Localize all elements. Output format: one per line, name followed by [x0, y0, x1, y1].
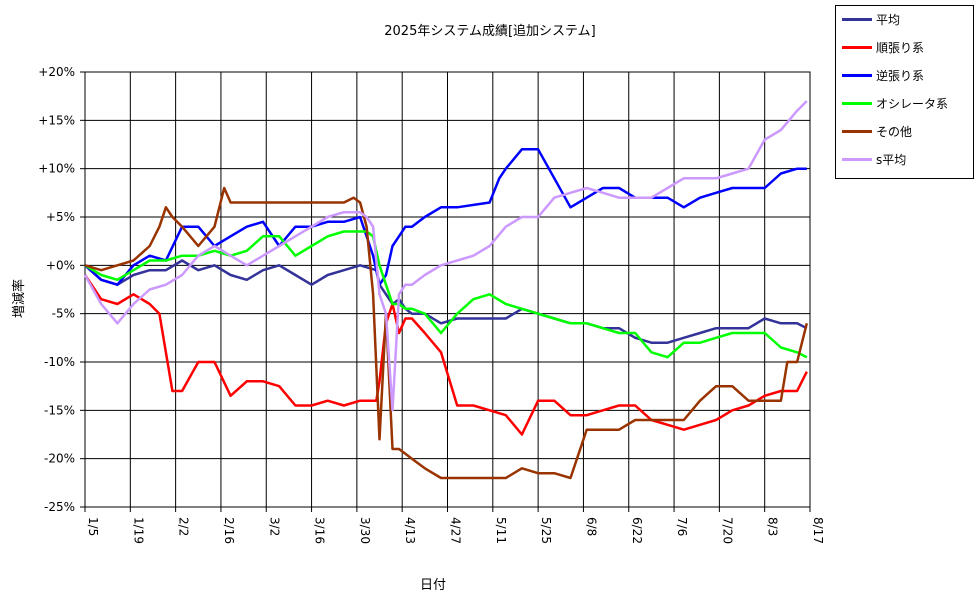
series-line — [84, 148, 807, 286]
y-tick-label: +15% — [38, 113, 75, 127]
legend-swatch — [842, 73, 872, 77]
legend-label: 平均 — [876, 12, 901, 27]
y-tick-label: -10% — [44, 355, 75, 369]
x-tick-label: 2/2 — [177, 517, 191, 536]
y-tick-label: -15% — [44, 403, 75, 417]
x-tick-label: 3/30 — [358, 517, 372, 544]
y-tick-label: -20% — [44, 452, 75, 466]
x-tick-label: 5/25 — [539, 517, 553, 544]
y-tick-label: +20% — [38, 65, 75, 79]
legend-label: オシレータ系 — [876, 96, 949, 111]
legend-label: s平均 — [876, 152, 907, 167]
x-tick-label: 8/3 — [766, 517, 780, 536]
x-axis-label: 日付 — [420, 578, 447, 593]
x-tick-label: 1/19 — [131, 517, 145, 544]
x-tick-label: 7/20 — [720, 517, 734, 544]
y-tick-label: +5% — [46, 210, 75, 224]
series-line — [83, 100, 808, 412]
series-line — [84, 259, 808, 344]
legend-swatch — [842, 157, 872, 161]
legend-item: 順張り系 — [842, 39, 924, 55]
x-tick-label: 1/5 — [86, 517, 100, 536]
x-tick-label: 5/11 — [494, 517, 508, 544]
x-tick-label: 2/16 — [222, 517, 236, 544]
legend-item: その他 — [842, 123, 912, 139]
y-tick-label: -25% — [44, 500, 75, 514]
legend-item: s平均 — [842, 151, 906, 167]
legend-swatch — [842, 17, 872, 21]
legend-label: 逆張り系 — [876, 68, 925, 83]
series-line — [84, 186, 809, 480]
legend-swatch — [842, 45, 872, 49]
y-tick-label: +10% — [38, 162, 75, 176]
legend-swatch — [842, 129, 872, 133]
legend-item: 平均 — [842, 11, 900, 27]
x-tick-label: 3/2 — [267, 517, 281, 536]
y-tick-label: -5% — [52, 307, 75, 321]
legend-item: オシレータ系 — [842, 95, 948, 111]
legend-label: その他 — [876, 124, 913, 139]
legend-label: 順張り系 — [876, 40, 925, 55]
x-tick-label: 4/27 — [449, 517, 463, 544]
legend-swatch — [842, 101, 872, 105]
x-tick-label: 3/16 — [313, 517, 327, 544]
x-tick-label: 6/22 — [630, 517, 644, 544]
x-tick-label: 4/13 — [403, 517, 417, 544]
x-tick-label: 7/6 — [675, 517, 689, 536]
x-tick-label: 6/8 — [584, 517, 598, 536]
series-line — [83, 274, 808, 436]
series-line — [84, 230, 808, 359]
legend-item: 逆張り系 — [842, 67, 924, 83]
y-tick-label: +0% — [46, 258, 75, 272]
x-tick-label: 8/17 — [811, 517, 825, 544]
chart-legend: 平均順張り系逆張り系オシレータ系 その他 s平均 — [835, 5, 974, 179]
chart-title: 2025年システム成績[追加システム] — [384, 24, 596, 39]
